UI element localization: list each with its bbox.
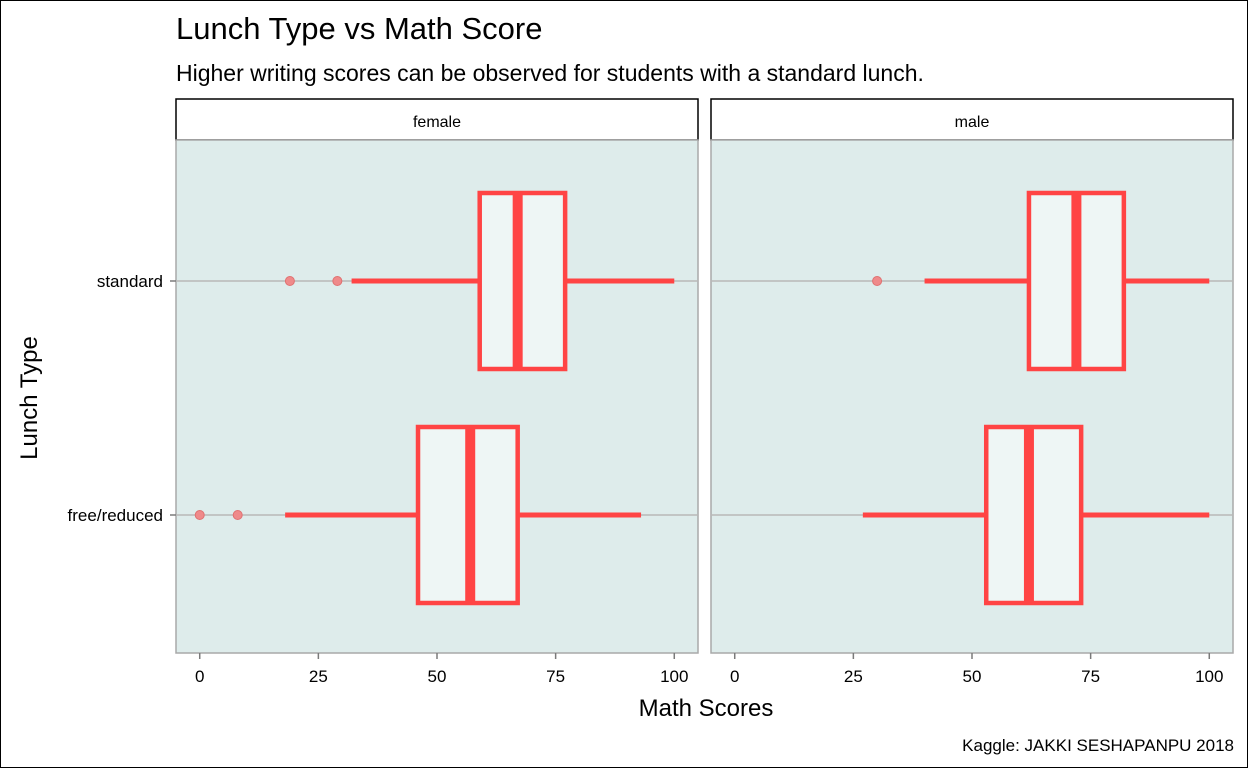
x-tick-label: 100 — [1195, 667, 1223, 686]
outlier-point — [194, 510, 205, 520]
facet-strip-label: female — [413, 114, 461, 131]
boxplot-free-reduced — [862, 424, 1210, 606]
outlier-point — [872, 276, 883, 286]
y-axis-labels: standard free/reduced — [68, 272, 176, 525]
facet-strip — [175, 98, 699, 141]
facet-panels: female 0 25 50 75 100 male 0 25 50 75 100 — [175, 98, 1234, 686]
x-tick-label: 25 — [844, 667, 863, 686]
x-tick-label: 0 — [195, 667, 204, 686]
x-tick-label: 25 — [309, 667, 328, 686]
boxplot-standard — [872, 190, 1210, 372]
chart-subtitle: Higher writing scores can be observed fo… — [176, 60, 924, 86]
boxplot-standard — [284, 190, 675, 372]
outlier-point — [284, 276, 295, 286]
x-tick-label: 50 — [428, 667, 447, 686]
panel-background — [710, 139, 1234, 654]
x-tick-label: 75 — [1081, 667, 1100, 686]
facet-panel-male: male 0 25 50 75 100 — [710, 98, 1234, 686]
chart-caption: Kaggle: JAKKI SESHAPANPU 2018 — [962, 736, 1234, 755]
x-axis-title: Math Scores — [639, 695, 774, 722]
facet-panel-female: female 0 25 50 75 100 — [175, 98, 699, 686]
y-tick-label: free/reduced — [68, 506, 163, 525]
y-axis-title: Lunch Type — [16, 336, 43, 460]
outlier-point — [332, 276, 343, 286]
x-tick-label: 75 — [546, 667, 565, 686]
facet-strip — [710, 98, 1234, 141]
x-tick-label: 100 — [660, 667, 688, 686]
y-tick-label: standard — [97, 272, 163, 291]
x-tick-label: 50 — [963, 667, 982, 686]
chart-title: Lunch Type vs Math Score — [176, 11, 542, 46]
x-tick-label: 0 — [730, 667, 739, 686]
facet-strip-label: male — [955, 114, 990, 131]
outlier-point — [232, 510, 243, 520]
panel-background — [175, 139, 699, 654]
boxplot-free-reduced — [194, 424, 642, 606]
